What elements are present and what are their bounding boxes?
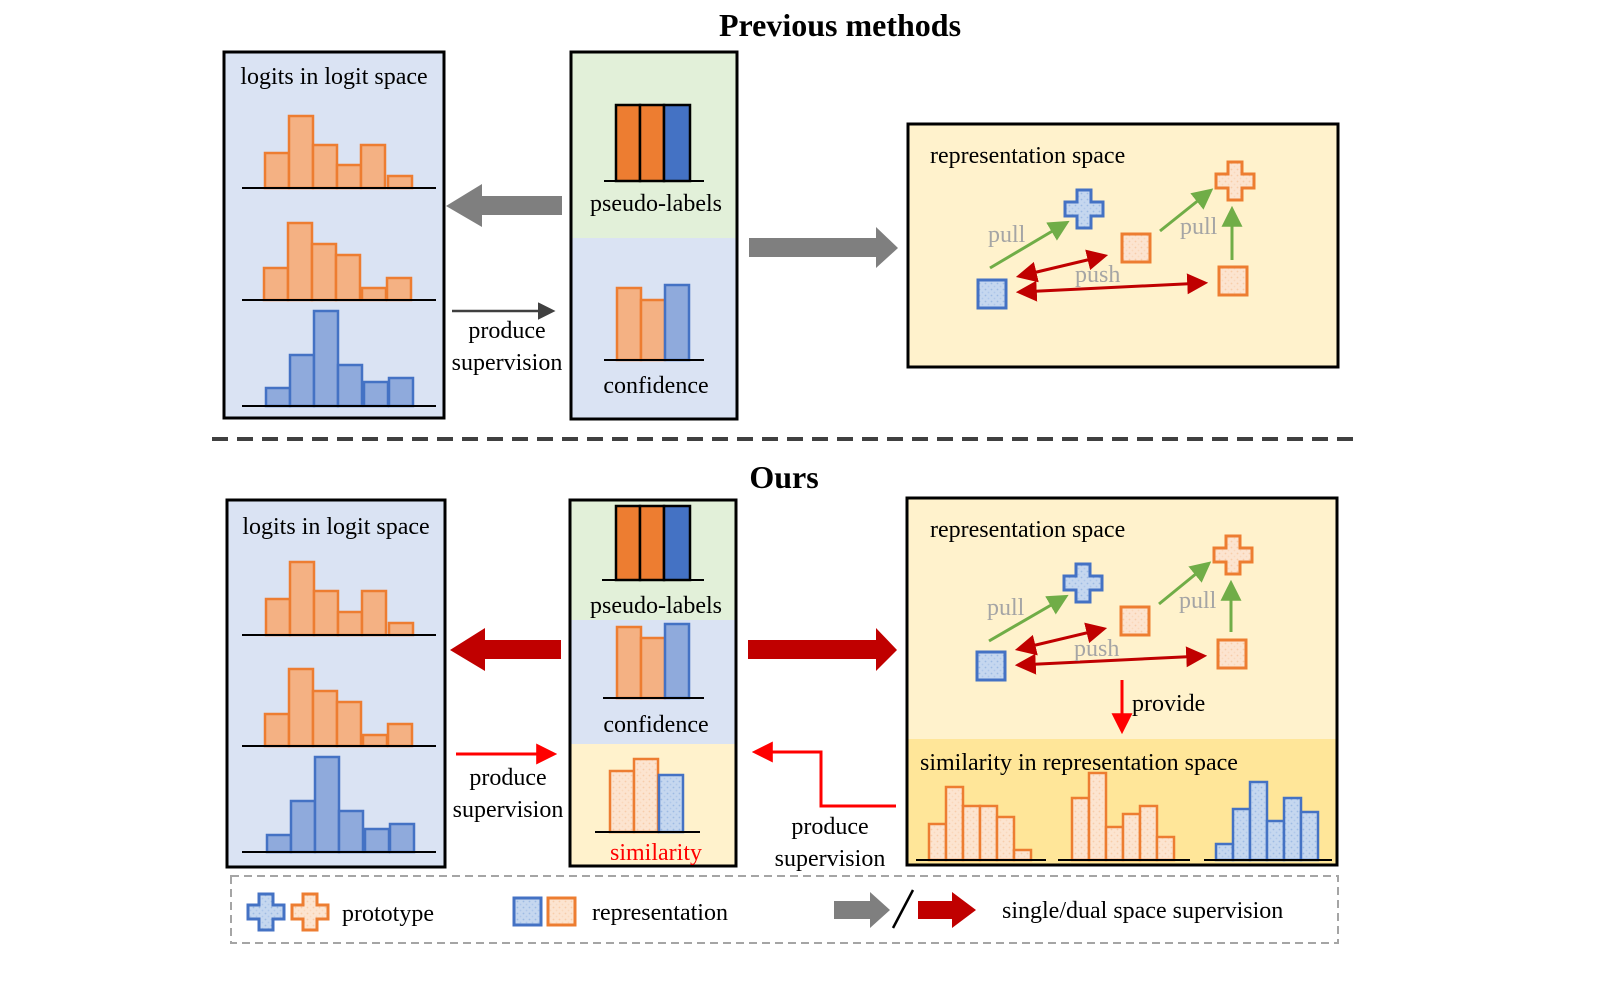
bottom-rep-orange-1 <box>1119 605 1151 637</box>
bottom-red-arrow-left <box>450 628 561 671</box>
legend-red-arrow-icon <box>918 892 976 928</box>
top-push-arrow-1 <box>1015 249 1109 283</box>
bottom-logits-panel: logits in logit space <box>225 498 447 869</box>
bottom-push-arrow-1 <box>1014 622 1108 656</box>
bottom-pseudo-labels-label: pseudo-labels <box>590 593 722 619</box>
legend-slash <box>891 889 915 929</box>
top-logits-title: logits in logit space <box>240 64 427 90</box>
bottom-sim-title: similarity in representation space <box>920 750 1238 776</box>
bottom-confidence-label: confidence <box>603 712 708 738</box>
top-produce-label: produce <box>468 318 545 344</box>
bottom-logits-hist-1 <box>242 560 436 637</box>
bottom-prototype-blue <box>1062 562 1104 604</box>
top-rep-orange-1 <box>1120 232 1152 264</box>
top-push-arrow-2 <box>1015 273 1209 302</box>
top-rep-title: representation space <box>930 143 1125 169</box>
legend: prototype representation single/dual spa… <box>230 875 1339 944</box>
legend-representation-orange-icon <box>546 896 577 927</box>
title-previous-methods: Previous methods <box>719 7 961 43</box>
top-rep-orange-2 <box>1217 265 1249 297</box>
bottom-pull-arrow-left <box>988 594 1069 643</box>
bottom-representation-panel: representation space pull pull push prov… <box>905 496 1339 867</box>
top-confidence-label: confidence <box>603 373 708 399</box>
bottom-logits-hist-3 <box>242 755 436 854</box>
top-confidence-bars <box>604 283 704 362</box>
bottom-sim-hist-3 <box>1204 780 1332 862</box>
top-middle-panel: pseudo-labels confidence <box>569 50 739 421</box>
top-pull-label-right: pull <box>1180 214 1218 240</box>
bottom-sim-hist-2 <box>1058 771 1190 862</box>
bottom-confidence-bars <box>603 622 704 700</box>
bottom-red-arrow-right <box>748 628 897 671</box>
bottom-logits-title: logits in logit space <box>242 514 429 540</box>
top-gray-arrow-left <box>446 184 562 227</box>
legend-representation-label: representation <box>592 900 728 926</box>
legend-supervision-label: single/dual space supervision <box>1002 898 1283 924</box>
bottom-pseudo-label-bars <box>602 504 704 582</box>
bottom-similarity-bars <box>595 757 700 834</box>
top-supervision-label: supervision <box>452 350 563 376</box>
top-push-label: push <box>1075 262 1120 288</box>
bottom-prototype-orange <box>1212 534 1254 576</box>
top-rep-blue <box>976 278 1008 310</box>
bottom-sim-hist-1 <box>916 785 1046 862</box>
top-logits-hist-3 <box>242 309 436 408</box>
bottom-produce-elbow-arrow <box>751 741 896 808</box>
bottom-rep-title: representation space <box>930 517 1125 543</box>
bottom-produce-label-right: produce <box>791 814 868 840</box>
bottom-pull-label-left: pull <box>987 595 1025 621</box>
top-prototype-blue <box>1063 188 1105 230</box>
bottom-supervision-label-right: supervision <box>775 846 886 872</box>
title-ours: Ours <box>749 459 818 495</box>
legend-prototype-blue-icon <box>246 892 286 932</box>
legend-representation-blue-icon <box>512 896 543 927</box>
top-pull-arrow-left <box>989 220 1070 270</box>
top-pseudo-labels-label: pseudo-labels <box>590 191 722 217</box>
bottom-logits-hist-2 <box>242 667 436 748</box>
bottom-pull-label-right: pull <box>1179 588 1217 614</box>
top-logits-panel: logits in logit space <box>222 50 446 420</box>
top-representation-panel: representation space pull pull push <box>906 122 1340 369</box>
top-pseudo-label-bars <box>604 103 704 183</box>
bottom-produce-label-left: produce <box>469 765 546 791</box>
top-pull-label-left: pull <box>988 222 1026 248</box>
bottom-rep-orange-2 <box>1216 638 1248 670</box>
bottom-provide-label: provide <box>1132 691 1205 717</box>
top-pull-arrow-right <box>1159 188 1214 233</box>
bottom-similarity-label: similarity <box>610 840 702 866</box>
legend-gray-arrow-icon <box>834 892 890 928</box>
bottom-push-arrow-2 <box>1014 646 1208 675</box>
top-logits-hist-2 <box>242 221 436 302</box>
bottom-pull-arrow-right <box>1158 561 1212 606</box>
bottom-supervision-label-left: supervision <box>453 797 564 823</box>
bottom-rep-blue <box>975 650 1007 682</box>
top-prototype-orange <box>1214 160 1256 202</box>
bottom-middle-panel: pseudo-labels confidence similarity <box>568 498 738 868</box>
legend-prototype-orange-icon <box>290 892 330 932</box>
legend-prototype-label: prototype <box>342 901 434 927</box>
bottom-push-label: push <box>1074 636 1119 662</box>
top-gray-arrow-right <box>749 227 898 268</box>
top-logits-hist-1 <box>242 114 436 190</box>
